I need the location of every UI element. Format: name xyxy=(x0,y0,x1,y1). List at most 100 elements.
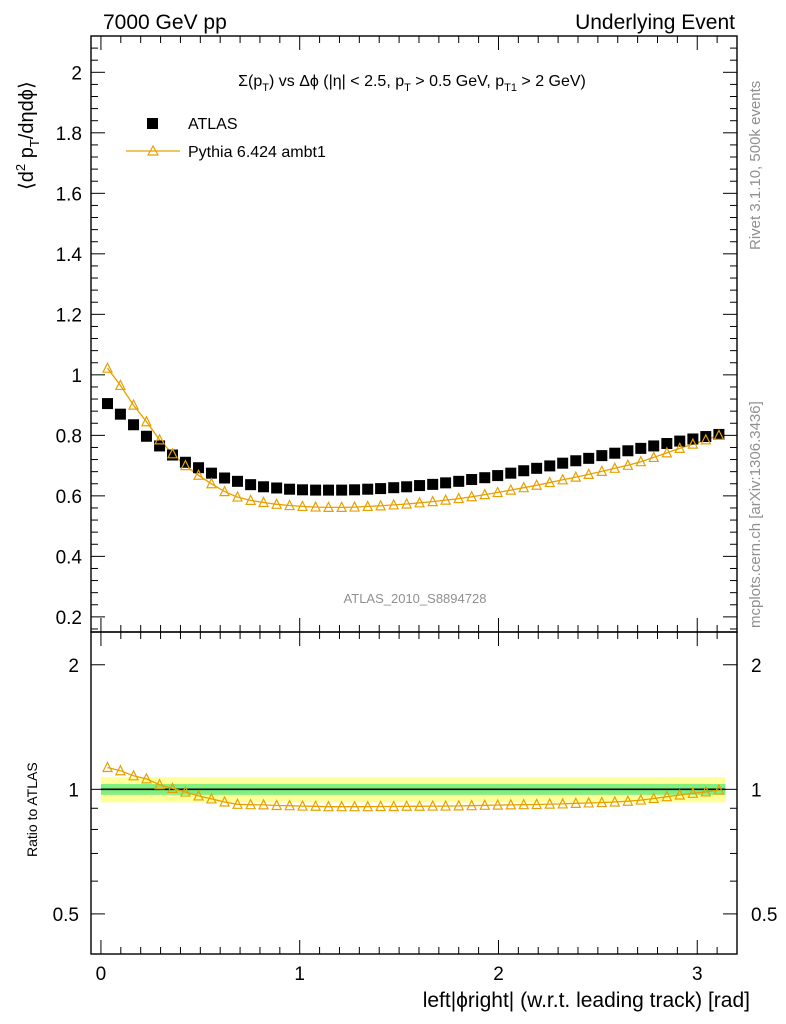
atlas-point xyxy=(323,484,335,496)
side-label-top: Rivet 3.1.10, 500k events xyxy=(747,81,764,250)
ratio-point xyxy=(466,799,478,811)
y-tick-label: 1.8 xyxy=(56,124,82,145)
ratio-point xyxy=(401,799,413,811)
ratio-point xyxy=(414,799,426,811)
ratio-axis-ticks xyxy=(91,632,738,955)
atlas-point xyxy=(609,447,621,459)
atlas-point xyxy=(674,435,686,447)
ratio-y-tick-label-right: 0.5 xyxy=(751,905,777,926)
ratio-point xyxy=(154,778,166,790)
pythia-point xyxy=(700,433,712,445)
atlas-point xyxy=(362,483,374,495)
x-tick-label: 0 xyxy=(96,964,107,985)
ratio-point xyxy=(179,785,191,797)
pythia-point xyxy=(245,494,257,505)
pythia-point xyxy=(635,455,647,467)
atlas-point xyxy=(466,474,478,486)
ratio-point xyxy=(648,792,660,804)
atlas-point xyxy=(622,445,634,457)
pythia-point xyxy=(453,492,465,504)
pythia-point xyxy=(140,415,152,427)
ratio-point xyxy=(622,794,634,806)
ratio-point xyxy=(453,799,465,811)
atlas-point xyxy=(231,475,243,487)
pythia-point xyxy=(466,490,478,502)
ratio-y-tick-label-right: 1 xyxy=(751,780,762,801)
y-tick-label: 2 xyxy=(71,63,82,84)
ratio-y-axis-label: Ratio to ATLAS xyxy=(24,762,40,857)
y-tick-label: 1.6 xyxy=(56,184,82,205)
legend: ATLAS Pythia 6.424 ambt1 xyxy=(126,116,326,161)
ratio-point xyxy=(232,797,243,809)
ratio-point xyxy=(635,793,647,805)
pythia-point xyxy=(414,496,426,508)
pythia-point xyxy=(349,500,361,512)
legend-label-pythia: Pythia 6.424 ambt1 xyxy=(188,144,326,161)
ratio-point xyxy=(219,795,231,807)
ratio-point xyxy=(310,799,322,811)
side-label-bottom: mcplots.cern.ch [arXiv:1306.3436] xyxy=(747,401,764,628)
atlas-point xyxy=(179,456,191,468)
ratio-point xyxy=(193,789,205,801)
pythia-point xyxy=(114,379,126,391)
y-tick-label: 0.4 xyxy=(56,547,83,568)
atlas-point xyxy=(101,398,113,410)
pythia-point xyxy=(583,468,595,479)
atlas-point xyxy=(570,455,582,467)
atlas-point xyxy=(414,480,426,492)
atlas-point xyxy=(700,431,712,443)
main-plot-marks xyxy=(101,361,725,512)
atlas-point xyxy=(635,442,647,454)
atlas-point xyxy=(505,467,517,479)
ratio-point xyxy=(297,799,308,811)
main-y-tick-labels: 0.2 0.4 0.6 0.8 1 1.2 1.4 1.6 1.8 2 xyxy=(56,63,83,629)
ratio-point xyxy=(440,799,452,811)
pythia-point xyxy=(557,473,569,485)
ratio-point xyxy=(583,796,595,808)
pythia-point xyxy=(518,481,530,493)
ratio-point xyxy=(531,798,543,810)
ratio-y-tick-label-right: 2 xyxy=(751,656,762,677)
atlas-point xyxy=(583,452,595,464)
ratio-point xyxy=(557,797,569,809)
header-left: 7000 GeV pp xyxy=(103,11,227,34)
ratio-y-tick-label: 0.5 xyxy=(53,905,79,926)
pythia-point xyxy=(544,476,556,488)
atlas-point xyxy=(154,440,166,452)
x-tick-label: 1 xyxy=(294,964,305,985)
ratio-point xyxy=(609,795,621,807)
ratio-point xyxy=(596,796,608,808)
atlas-point xyxy=(427,478,439,490)
ratio-point xyxy=(661,790,673,802)
atlas-point xyxy=(296,484,308,496)
pythia-point xyxy=(310,500,322,512)
pythia-point xyxy=(375,499,387,511)
ratio-uncertainty-band xyxy=(100,777,726,803)
ratio-point xyxy=(544,797,556,809)
ratio-y-tick-label: 1 xyxy=(68,780,79,801)
pythia-point xyxy=(154,433,166,445)
ratio-point xyxy=(687,786,699,798)
ratio-point xyxy=(128,769,140,781)
atlas-point xyxy=(518,465,530,477)
legend-label-atlas: ATLAS xyxy=(188,116,238,133)
atlas-point xyxy=(284,483,296,495)
atlas-point xyxy=(128,419,140,431)
main-axis-ticks xyxy=(91,36,738,632)
pythia-point xyxy=(479,488,491,500)
pythia-point xyxy=(258,496,270,508)
pythia-point xyxy=(362,500,374,512)
ratio-point xyxy=(375,800,387,812)
pythia-point xyxy=(167,447,178,459)
ratio-point xyxy=(427,799,439,811)
atlas-point xyxy=(440,477,452,489)
ratio-point xyxy=(114,764,126,776)
ratio-point xyxy=(518,798,530,810)
ratio-point xyxy=(271,799,283,811)
analysis-watermark: ATLAS_2010_S8894728 xyxy=(344,591,487,606)
pythia-point xyxy=(336,501,348,512)
pythia-point xyxy=(661,446,673,458)
pythia-point xyxy=(570,470,582,482)
x-axis-label: left|ϕright| (w.r.t. leading track) [rad… xyxy=(423,989,750,1012)
atlas-point xyxy=(453,475,465,487)
